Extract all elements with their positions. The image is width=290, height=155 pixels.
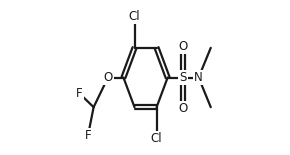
Text: S: S <box>180 71 187 84</box>
Text: N: N <box>194 71 203 84</box>
Text: F: F <box>76 87 83 100</box>
Text: O: O <box>103 71 113 84</box>
Text: Cl: Cl <box>151 132 162 145</box>
Text: O: O <box>179 40 188 53</box>
Text: F: F <box>85 129 91 142</box>
Text: O: O <box>179 102 188 115</box>
Text: Cl: Cl <box>129 10 140 23</box>
